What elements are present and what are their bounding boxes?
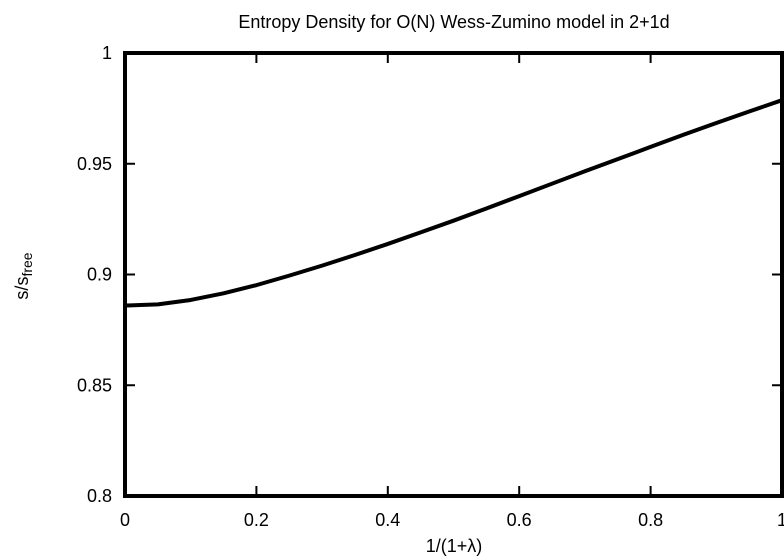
- y-tick-label: 0.9: [87, 265, 112, 285]
- x-tick-label: 0.4: [375, 510, 400, 530]
- x-tick-label: 0.6: [507, 510, 532, 530]
- series-line: [124, 98, 783, 308]
- x-tick-label: 0.2: [244, 510, 269, 530]
- y-tick-label: 0.8: [87, 486, 112, 506]
- y-axis-label-subscript: free: [19, 252, 35, 276]
- svg-text:s/sfree: s/sfree: [12, 252, 35, 299]
- chart-title: Entropy Density for O(N) Wess-Zumino mod…: [238, 12, 669, 32]
- axis-ticks: [124, 52, 783, 497]
- x-tick-label: 0.8: [638, 510, 663, 530]
- y-tick-label: 0.85: [77, 375, 112, 395]
- y-tick-label: 0.95: [77, 154, 112, 174]
- y-tick-label: 1: [102, 43, 112, 63]
- x-tick-label: 0: [120, 510, 130, 530]
- series-layer: [124, 98, 783, 308]
- plot-frame: [123, 51, 784, 498]
- x-axis-label: 1/(1+λ): [426, 536, 483, 556]
- y-axis-label: s/sfree: [12, 252, 35, 299]
- tick-labels: 0 0.2 0.4 0.6 0.8 1 0.8 0.85 0.9 0.95 1: [77, 43, 784, 530]
- y-axis-label-base: s/s: [12, 277, 32, 300]
- x-tick-label: 1: [777, 510, 784, 530]
